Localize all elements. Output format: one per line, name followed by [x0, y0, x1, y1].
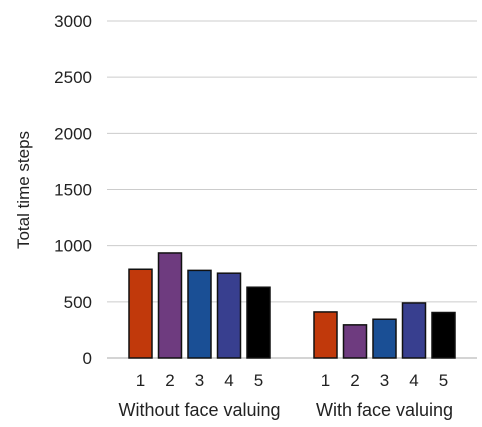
x-tick-label: 5	[254, 371, 263, 390]
bar	[372, 318, 397, 359]
bars	[128, 252, 456, 359]
y-tick-label: 0	[83, 349, 92, 368]
x-tick-label: 2	[350, 371, 359, 390]
x-tick-label: 5	[439, 371, 448, 390]
y-tick-label: 3000	[54, 12, 92, 31]
x-tick-label: 2	[165, 371, 174, 390]
x-tick-label: 3	[380, 371, 389, 390]
y-tick-label: 2000	[54, 124, 92, 143]
x-tick-label: 4	[224, 371, 233, 390]
y-tick-label: 2500	[54, 68, 92, 87]
group-label: Without face valuing	[118, 400, 280, 420]
bar	[187, 269, 212, 359]
y-tick-label: 1500	[54, 181, 92, 200]
bar	[401, 302, 427, 359]
x-tick-label: 3	[195, 371, 204, 390]
bar	[313, 311, 338, 359]
y-axis-ticks: 0 500 1000 1500 2000 2500 3000	[54, 12, 92, 368]
bar	[157, 252, 183, 359]
bar	[246, 286, 271, 359]
x-axis-ticks: 1 2 3 4 5 1 2 3 4 5	[136, 371, 448, 390]
bar	[431, 311, 456, 359]
group-label: With face valuing	[316, 400, 453, 420]
bar	[216, 272, 242, 359]
y-axis-label: Total time steps	[14, 131, 33, 249]
y-tick-label: 500	[64, 293, 92, 312]
y-tick-label: 1000	[54, 237, 92, 256]
bar	[342, 324, 368, 359]
x-tick-label: 4	[409, 371, 418, 390]
x-tick-label: 1	[321, 371, 330, 390]
x-tick-label: 1	[136, 371, 145, 390]
bar	[128, 268, 153, 359]
group-labels: Without face valuing With face valuing	[118, 400, 453, 420]
